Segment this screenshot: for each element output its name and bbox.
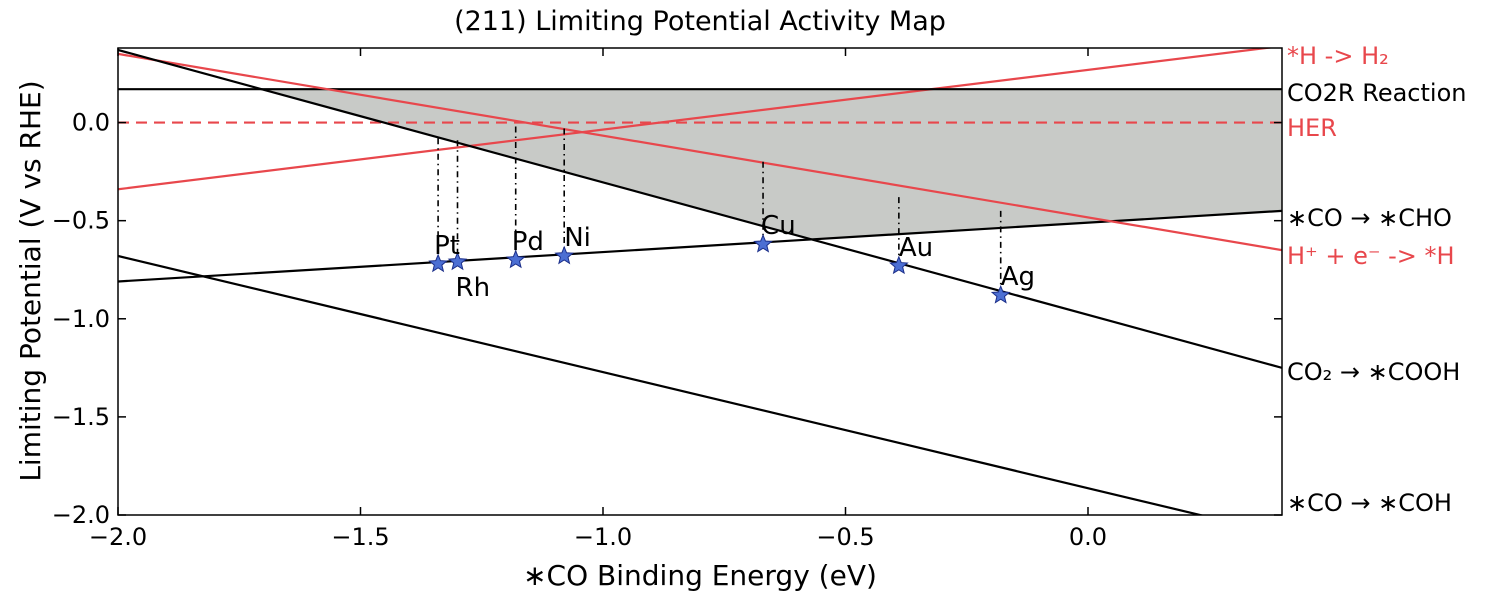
y-tick-label: −0.5 xyxy=(52,207,110,235)
stars-layer xyxy=(428,233,1011,304)
line-label-2: HER xyxy=(1287,114,1337,142)
line-label-4: H⁺ + e⁻ -> *H xyxy=(1287,242,1455,270)
line-label-3: ∗CO → ∗CHO xyxy=(1287,204,1452,232)
metal-label-pd: Pd xyxy=(512,227,544,257)
chart-title: (211) Limiting Potential Activity Map xyxy=(454,6,946,37)
plot-frame xyxy=(117,47,1283,516)
metal-labels: Pt Rh Pd Ni Cu Au Ag xyxy=(434,211,1035,303)
line-label-0: *H -> H₂ xyxy=(1287,42,1389,70)
metal-label-ag: Ag xyxy=(1001,262,1035,292)
y-ticks: −2.0 −1.5 −1.0 −0.5 0.0 xyxy=(52,109,1282,529)
y-tick-label: −2.0 xyxy=(52,501,110,529)
droplines-layer xyxy=(437,126,1002,296)
y-tick-label: −1.5 xyxy=(52,403,110,431)
x-tick-label: −1.5 xyxy=(331,523,389,551)
star-ni xyxy=(554,245,575,265)
x-tick-label: −1.0 xyxy=(574,523,632,551)
x-axis-label: ∗CO Binding Energy (eV) xyxy=(523,559,877,592)
line-label-5: CO₂ → ∗COOH xyxy=(1287,358,1460,386)
metal-label-au: Au xyxy=(899,233,933,263)
star-pd xyxy=(505,249,526,269)
x-tick-label: −0.5 xyxy=(816,523,874,551)
series-line-5 xyxy=(118,48,1282,369)
star-pt xyxy=(428,253,448,273)
series-line-0 xyxy=(118,48,1276,191)
lines-layer xyxy=(118,48,1282,515)
y-axis-label: Limiting Potential (V vs RHE) xyxy=(14,80,47,481)
x-tick-label: 0.0 xyxy=(1069,523,1107,551)
x-tick-label: −2.0 xyxy=(89,523,147,551)
metal-label-ni: Ni xyxy=(564,223,591,253)
series-line-6 xyxy=(118,254,1205,515)
metal-label-pt: Pt xyxy=(434,231,460,261)
right-labels: *H -> H₂ CO2R Reaction HER ∗CO → ∗CHO H⁺ + e… xyxy=(1287,42,1466,517)
line-label-6: ∗CO → ∗COH xyxy=(1287,489,1452,517)
series-line-3 xyxy=(118,209,1282,283)
star-au xyxy=(889,255,909,275)
shaded-region xyxy=(118,89,1282,240)
metal-label-rh: Rh xyxy=(456,273,491,303)
y-tick-label: −1.0 xyxy=(52,305,110,333)
y-tick-label: 0.0 xyxy=(72,109,110,137)
x-ticks: −2.0 −1.5 −1.0 −0.5 0.0 xyxy=(89,48,1107,551)
plot-area xyxy=(118,48,1282,515)
series-line-4 xyxy=(118,52,1282,252)
star-cu xyxy=(753,233,773,253)
metal-label-cu: Cu xyxy=(761,211,796,241)
star-rh xyxy=(447,251,468,271)
line-label-1: CO2R Reaction xyxy=(1287,79,1466,107)
star-ag xyxy=(990,284,1011,304)
